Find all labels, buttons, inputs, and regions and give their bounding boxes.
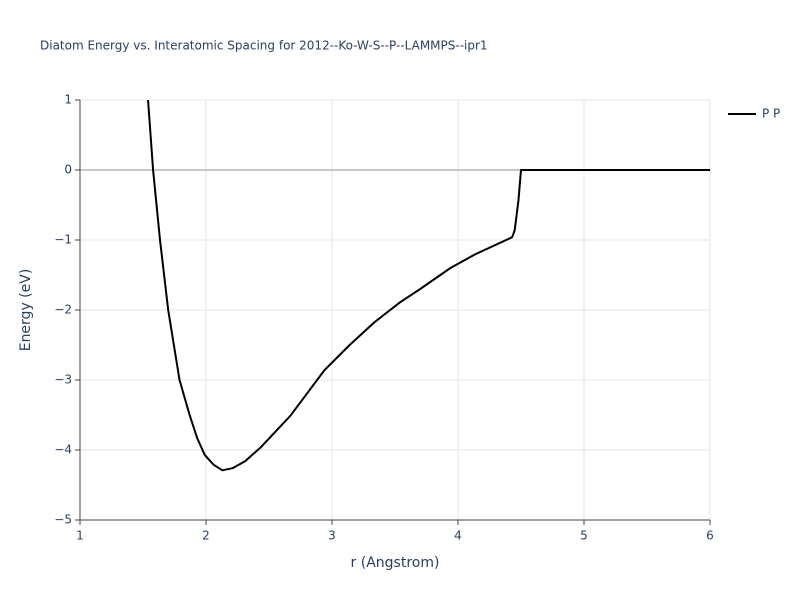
- y-tick-label: −5: [54, 513, 72, 527]
- x-tick-label: 3: [328, 529, 336, 543]
- x-axis-title: r (Angstrom): [351, 555, 440, 571]
- data-line: [147, 100, 710, 472]
- y-tick-label: −4: [54, 443, 72, 457]
- legend-label: P P: [762, 107, 780, 121]
- x-tick-label: 6: [706, 529, 714, 543]
- y-axis-title: Energy (eV): [18, 269, 34, 352]
- y-tick-label: −1: [54, 233, 72, 247]
- chart-title: Diatom Energy vs. Interatomic Spacing fo…: [40, 39, 488, 53]
- y-tick-label: −2: [54, 303, 72, 317]
- y-tick-label: 1: [64, 93, 72, 107]
- x-tick-label: 2: [202, 529, 210, 543]
- plot-area: [147, 100, 710, 472]
- y-tick-label: −3: [54, 373, 72, 387]
- axes: 1 2 3 4 5 6 1 0 −1 −2 −3 −4 −5 P P: [54, 93, 780, 543]
- y-tick-label: 0: [64, 163, 72, 177]
- x-tick-label: 1: [76, 529, 84, 543]
- grid: [79, 99, 711, 521]
- x-tick-label: 4: [454, 529, 462, 543]
- x-tick-label: 5: [580, 529, 588, 543]
